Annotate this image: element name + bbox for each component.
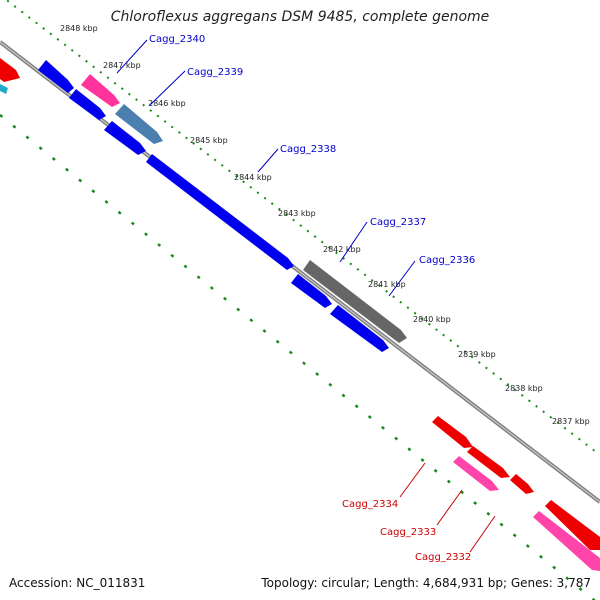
- feature-left-cyan: [0, 84, 8, 94]
- feature-forward-cagg-2338: [146, 154, 294, 270]
- topology-summary: Topology: circular; Length: 4,684,931 bp…: [261, 576, 591, 590]
- feature-forward-4: [291, 274, 332, 308]
- feature-forward-cagg-2336: [330, 305, 389, 352]
- accession-text: Accession: NC_011831: [9, 576, 146, 590]
- feature-left-red: [0, 58, 20, 82]
- feature-forward-cagg-2339: [115, 104, 163, 144]
- gene-label-cagg-2340: Cagg_2340: [149, 34, 205, 45]
- gene-labels: Cagg_2340 Cagg_2339 Cagg_2338 Cagg_2337 Cagg…: [149, 34, 475, 563]
- feature-reverse-cagg-2332: [510, 474, 534, 494]
- feature-forward-3: [104, 121, 146, 155]
- tick-label: 2848 kbp: [60, 24, 98, 33]
- tick-label: 2845 kbp: [190, 136, 228, 145]
- gene-leader-lines: [116, 39, 496, 553]
- tick-label: 2843 kbp: [278, 209, 316, 218]
- tick-label: 2846 kbp: [148, 99, 186, 108]
- feature-reverse-cagg-2334: [467, 446, 510, 478]
- gene-label-cagg-2334: Cagg_2334: [342, 499, 398, 510]
- tick-label: 2839 kbp: [458, 350, 496, 359]
- tick-labels: 2848 kbp 2847 kbp 2846 kbp 2845 kbp 2844 kbp…: [60, 24, 590, 426]
- tick-label: 2847 kbp: [103, 61, 141, 70]
- tick-label: 2840 kbp: [413, 315, 451, 324]
- feature-forward-cagg-2337: [303, 260, 407, 343]
- feature-forward-cagg-2340: [81, 74, 120, 107]
- map-title: Chloroflexus aggregans DSM 9485, complet…: [110, 9, 490, 25]
- feature-reverse-2: [545, 500, 600, 550]
- feature-reverse-3: [533, 511, 600, 571]
- gene-label-cagg-2336: Cagg_2336: [419, 255, 475, 266]
- feature-reverse-1: [432, 416, 473, 448]
- feature-forward-2: [69, 89, 106, 120]
- outer-dotted-ring: [4, 0, 600, 456]
- feature-reverse-cagg-2333: [453, 456, 499, 491]
- gene-label-cagg-2339: Cagg_2339: [187, 67, 243, 78]
- gene-label-cagg-2333: Cagg_2333: [380, 527, 436, 538]
- gene-label-cagg-2332: Cagg_2332: [415, 552, 471, 563]
- feature-forward-1: [38, 60, 74, 93]
- gene-label-cagg-2338: Cagg_2338: [280, 144, 336, 155]
- tick-label: 2844 kbp: [234, 173, 272, 182]
- gene-label-cagg-2337: Cagg_2337: [370, 217, 426, 228]
- tick-label: 2841 kbp: [368, 280, 406, 289]
- tick-label: 2837 kbp: [552, 417, 590, 426]
- tick-label: 2838 kbp: [505, 384, 543, 393]
- inner-dotted-ring: [0, 114, 596, 600]
- tick-label: 2842 kbp: [323, 245, 361, 254]
